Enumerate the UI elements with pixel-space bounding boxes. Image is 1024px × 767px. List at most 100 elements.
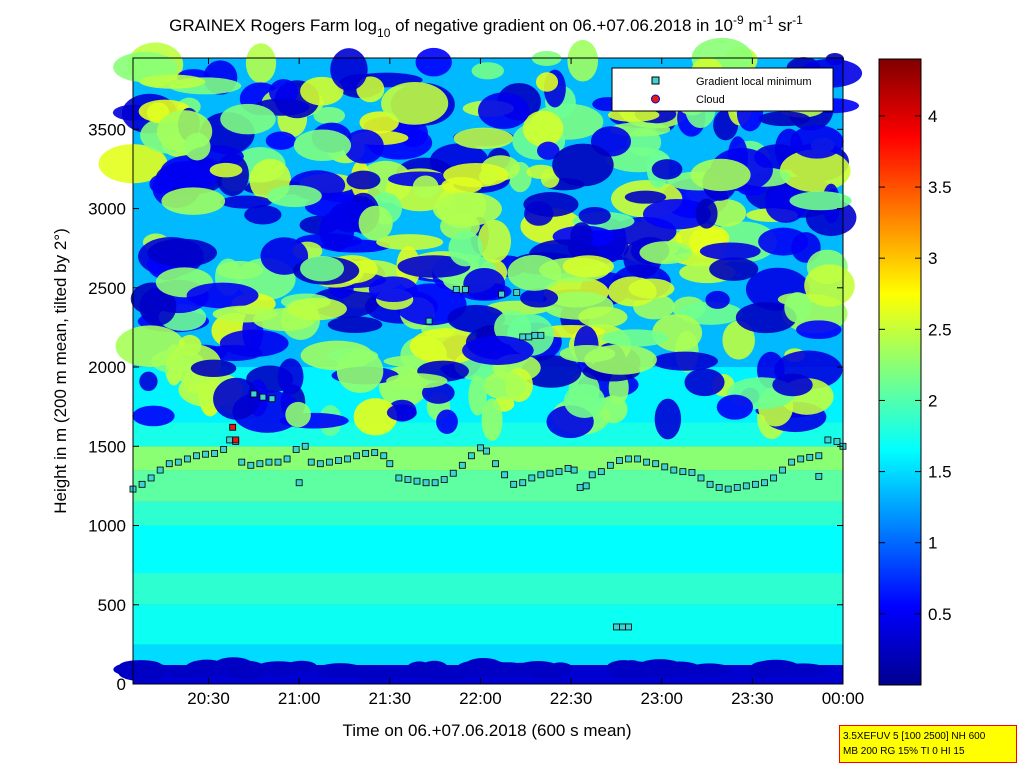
- heatmap-cell: [779, 149, 851, 193]
- gradient-minimum-point: [519, 479, 527, 487]
- legend-label-cloud: Cloud: [696, 94, 725, 106]
- heatmap-cell: [168, 665, 205, 678]
- heatmap-cell: [358, 205, 393, 241]
- heatmap-cell: [209, 162, 243, 178]
- heatmap-cell: [285, 401, 311, 428]
- heatmap-cell: [412, 175, 439, 199]
- heatmap-cell: [219, 195, 272, 209]
- colorbar-tick-label: 2: [928, 391, 937, 410]
- gradient-minimum-point: [582, 482, 590, 490]
- heatmap-cell: [552, 143, 614, 187]
- gradient-minimum-point: [742, 482, 750, 490]
- legend-label-gradient-minimum: Gradient local minimum: [696, 76, 812, 88]
- heatmap-cell: [758, 227, 809, 256]
- gradient-minimum-point: [492, 460, 499, 468]
- gradient-minimum-point: [211, 450, 218, 457]
- settings-line-2: MB 200 RG 15% TI 0 HI 15: [843, 746, 965, 757]
- y-tick-label: 3500: [88, 120, 126, 139]
- gradient-minimum-point: [458, 461, 466, 469]
- gradient-minimum-point: [413, 477, 421, 485]
- legend-box: [611, 67, 834, 112]
- heatmap-area: [98, 37, 863, 684]
- cloud-point: [229, 423, 237, 431]
- gradient-minimum-point: [797, 455, 805, 463]
- gradient-minimum-point: [386, 460, 394, 468]
- cloud-point: [232, 436, 240, 444]
- colorbar-tick-label: 0.5: [928, 605, 952, 624]
- heatmap-cell: [436, 409, 458, 434]
- heatmap-cell: [343, 129, 384, 164]
- heatmap-cell: [330, 48, 368, 91]
- gradient-minimum-point: [353, 452, 360, 460]
- heatmap-cell: [132, 405, 175, 427]
- heatmap-cell: [524, 201, 554, 226]
- colorbar-ticks: 0.5 1 1.5 2 2.5 3 3.5 4: [879, 107, 952, 624]
- heatmap-band: [133, 525, 843, 574]
- heatmap-cell: [784, 292, 811, 323]
- gradient-minimum-point: [247, 461, 255, 469]
- heatmap-cell: [651, 159, 683, 180]
- heatmap-cell: [477, 219, 512, 263]
- heatmap-band: [133, 604, 843, 645]
- gradient-minimum-point: [220, 446, 228, 453]
- colorbar-tick-label: 1.5: [928, 463, 952, 482]
- heatmap-cell: [800, 664, 822, 677]
- heatmap-cell: [578, 306, 628, 328]
- x-tick-label: 21:30: [369, 689, 412, 708]
- heatmap-cell: [598, 395, 628, 424]
- heatmap-cell: [578, 206, 611, 225]
- heatmap-cell: [161, 187, 226, 215]
- gradient-minimum-point: [751, 480, 759, 488]
- gradient-minimum-point: [467, 452, 475, 460]
- heatmap-cell: [735, 302, 797, 334]
- heatmap-cell: [562, 255, 614, 278]
- gradient-minimum-point: [325, 458, 333, 466]
- gradient-minimum-point: [546, 469, 554, 477]
- heatmap-cell: [463, 267, 506, 301]
- gradient-minimum-point: [344, 455, 351, 463]
- heatmap-cell: [300, 76, 344, 106]
- gradient-minimum-point: [422, 479, 430, 487]
- gradient-minimum-point: [256, 460, 264, 468]
- gradient-minimum-point: [616, 457, 623, 464]
- heatmap-cell: [386, 404, 417, 421]
- gradient-minimum-point: [788, 458, 796, 466]
- gradient-minimum-point: [431, 479, 439, 487]
- x-tick-label: 23:00: [640, 689, 683, 708]
- heatmap-cell: [327, 316, 383, 333]
- heatmap-cell: [220, 103, 276, 135]
- heatmap-cell: [477, 92, 530, 129]
- gradient-minimum-point: [268, 395, 276, 403]
- gradient-minimum-point: [362, 450, 370, 457]
- gradient-minimum-point: [555, 468, 563, 476]
- heatmap-cell: [113, 52, 178, 83]
- gradient-minimum-point: [833, 438, 841, 445]
- y-tick-label: 500: [98, 596, 126, 615]
- heatmap-cell: [635, 659, 685, 677]
- gradient-minimum-point: [588, 471, 596, 479]
- colorbar-tick-label: 2.5: [928, 320, 952, 339]
- heatmap-cell: [471, 62, 504, 80]
- x-tick-label: 20:30: [187, 689, 230, 708]
- gradient-minimum-point: [283, 455, 291, 463]
- y-tick-label: 3000: [88, 200, 126, 219]
- gradient-minimum-point: [661, 463, 669, 471]
- x-axis: 20:30 21:00 21:30 22:00 22:30 23:00 23:30 00:00: [187, 58, 864, 708]
- y-tick-label: 2000: [88, 358, 126, 377]
- gradient-minimum-point: [138, 480, 146, 488]
- gradient-minimum-point: [307, 458, 315, 466]
- gradient-minimum-point: [513, 289, 521, 296]
- x-tick-label: 00:00: [822, 689, 865, 708]
- heatmap-cell: [244, 205, 282, 225]
- heatmap-cell: [453, 127, 514, 150]
- heatmap-cell: [213, 377, 260, 420]
- heatmap-cell: [526, 164, 556, 180]
- heatmap-cell: [462, 335, 534, 365]
- heatmap-cell: [607, 108, 660, 122]
- gradient-minimum-point: [183, 455, 191, 463]
- gradient-minimum-point: [706, 480, 714, 488]
- heatmap-cell: [139, 74, 206, 89]
- heatmap-cell: [478, 168, 498, 185]
- gradient-minimum-point: [477, 444, 484, 452]
- gradient-minimum-point: [613, 623, 620, 631]
